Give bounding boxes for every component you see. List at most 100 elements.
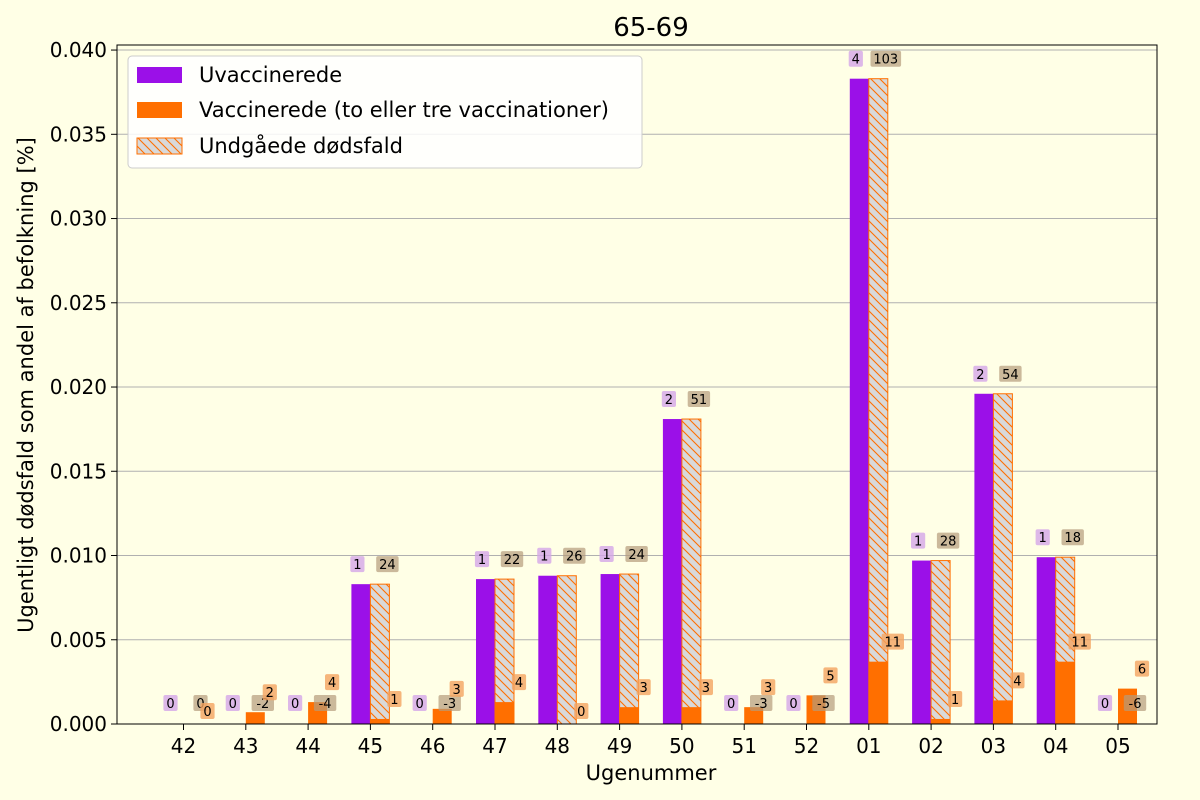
label-vaccinerede-text: 2 xyxy=(266,686,274,701)
label-uvaccinerede: 1 xyxy=(350,556,365,573)
label-vaccinerede: 3 xyxy=(761,679,776,696)
label-undgaaede-text: -3 xyxy=(443,697,456,712)
label-uvaccinerede-bg xyxy=(973,365,988,382)
bar-uvaccinerede xyxy=(912,560,932,724)
label-undgaaede-bg xyxy=(563,547,586,564)
label-vaccinerede-text: 0 xyxy=(577,705,585,720)
x-tick-label: 04 xyxy=(1043,734,1068,758)
label-vaccinerede: 4 xyxy=(1010,672,1025,689)
label-vaccinerede-bg xyxy=(511,674,527,691)
bar-undgaaede xyxy=(369,583,390,725)
bar-undgaaede xyxy=(619,573,640,725)
y-axis: 0.000 0.005 0.010 0.015 0.020 0.025 0.030 0.035… xyxy=(50,38,117,736)
label-undgaaede-text: -3 xyxy=(755,697,768,712)
y-tick-label: 0.015 xyxy=(50,459,107,483)
label-uvaccinerede-bg xyxy=(786,695,801,711)
label-vaccinerede-text: 5 xyxy=(826,669,834,684)
label-uvaccinerede-text: 0 xyxy=(1101,697,1109,712)
label-uvaccinerede: 0 xyxy=(412,695,427,712)
label-uvaccinerede-text: 0 xyxy=(166,697,174,712)
annotations: 0000-220-4412410-3312241260124325130-330… xyxy=(163,50,1150,720)
label-vaccinerede: 3 xyxy=(636,679,651,696)
bar-uvaccinerede xyxy=(600,574,620,724)
label-uvaccinerede-bg xyxy=(724,695,739,711)
x-tick-label: 02 xyxy=(918,734,943,758)
label-undgaaede: -4 xyxy=(313,695,337,712)
x-tick-label: 44 xyxy=(295,734,320,758)
legend-label-undgaaede: Undgåede dødsfald xyxy=(199,133,403,158)
label-uvaccinerede: 4 xyxy=(848,50,863,68)
label-uvaccinerede-bg xyxy=(350,556,365,573)
label-uvaccinerede-text: 0 xyxy=(229,697,237,712)
bar-uvaccinerede xyxy=(476,579,495,724)
label-undgaaede: 28 xyxy=(936,532,960,550)
label-undgaaede-text: 103 xyxy=(873,53,898,68)
label-vaccinerede-bg xyxy=(574,703,589,719)
legend-swatch-undgaaede xyxy=(136,137,183,155)
label-undgaaede: -3 xyxy=(438,695,461,712)
y-tick-label: 0.030 xyxy=(50,207,107,231)
label-uvaccinerede-text: 2 xyxy=(665,393,673,408)
label-undgaaede-text: 54 xyxy=(1002,368,1019,383)
label-vaccinerede: 0 xyxy=(574,703,589,720)
label-undgaaede-text: 51 xyxy=(691,393,708,408)
bar-uvaccinerede xyxy=(538,575,558,724)
label-undgaaede-bg xyxy=(870,50,902,67)
label-undgaaede: 18 xyxy=(1061,529,1084,546)
bar-vaccinerede xyxy=(681,707,701,724)
x-tick-label: 01 xyxy=(856,734,881,758)
label-vaccinerede-text: 3 xyxy=(702,681,710,696)
label-vaccinerede: 1 xyxy=(387,690,402,708)
label-uvaccinerede-bg xyxy=(911,532,926,549)
label-undgaaede: 24 xyxy=(625,546,648,563)
label-vaccinerede: 3 xyxy=(698,679,713,696)
label-undgaaede-text: 24 xyxy=(628,548,645,563)
label-uvaccinerede-bg xyxy=(848,50,863,67)
label-vaccinerede: 0 xyxy=(200,703,215,720)
label-vaccinerede-bg xyxy=(881,633,904,650)
label-vaccinerede-bg xyxy=(1068,633,1091,650)
x-tick-label: 45 xyxy=(358,734,383,758)
label-vaccinerede-bg xyxy=(325,674,340,691)
bar-vaccinerede xyxy=(1055,661,1075,724)
label-undgaaede-bg xyxy=(812,695,835,711)
label-uvaccinerede-bg xyxy=(474,551,490,568)
legend-label-vaccinerede: Vaccinerede (to eller tre vaccinationer) xyxy=(199,98,609,122)
label-vaccinerede-text: 4 xyxy=(1013,674,1021,689)
y-tick-label: 0.005 xyxy=(50,628,107,652)
x-tick-label: 49 xyxy=(607,734,632,758)
legend-label-uvaccinerede: Uvaccinerede xyxy=(199,63,342,87)
label-undgaaede-text: -4 xyxy=(319,697,332,712)
label-uvaccinerede-text: 1 xyxy=(1039,531,1047,546)
label-undgaaede-bg xyxy=(750,695,773,711)
label-vaccinerede-text: 6 xyxy=(1138,663,1146,678)
label-vaccinerede-text: 0 xyxy=(203,705,211,720)
label-undgaaede-bg xyxy=(313,695,337,711)
label-uvaccinerede: 1 xyxy=(474,551,490,568)
y-tick-label: 0.020 xyxy=(50,375,107,399)
label-vaccinerede-text: 3 xyxy=(453,683,461,698)
label-undgaaede: 51 xyxy=(687,391,711,408)
y-tick-label: 0.000 xyxy=(50,712,107,736)
x-tick-label: 48 xyxy=(545,734,570,758)
label-vaccinerede: 4 xyxy=(511,674,527,691)
label-undgaaede-bg xyxy=(936,532,960,549)
label-undgaaede-bg xyxy=(687,391,711,408)
y-tick-label: 0.035 xyxy=(50,122,107,146)
label-uvaccinerede: 1 xyxy=(911,532,926,550)
label-vaccinerede-text: 1 xyxy=(390,693,398,708)
bar-vaccinerede xyxy=(245,712,265,724)
label-uvaccinerede: 0 xyxy=(288,695,303,712)
label-vaccinerede-bg xyxy=(1010,672,1025,689)
x-tick-label: 50 xyxy=(669,734,694,758)
label-vaccinerede-bg xyxy=(761,679,776,696)
label-uvaccinerede-text: 0 xyxy=(291,697,299,712)
label-undgaaede-bg xyxy=(999,365,1022,382)
label-vaccinerede-bg xyxy=(387,690,402,707)
chart-title: 65-69 xyxy=(613,13,689,43)
label-uvaccinerede: 0 xyxy=(724,695,739,712)
x-tick-label: 43 xyxy=(233,734,258,758)
x-tick-label: 03 xyxy=(981,734,1006,758)
label-uvaccinerede: 2 xyxy=(661,391,676,408)
